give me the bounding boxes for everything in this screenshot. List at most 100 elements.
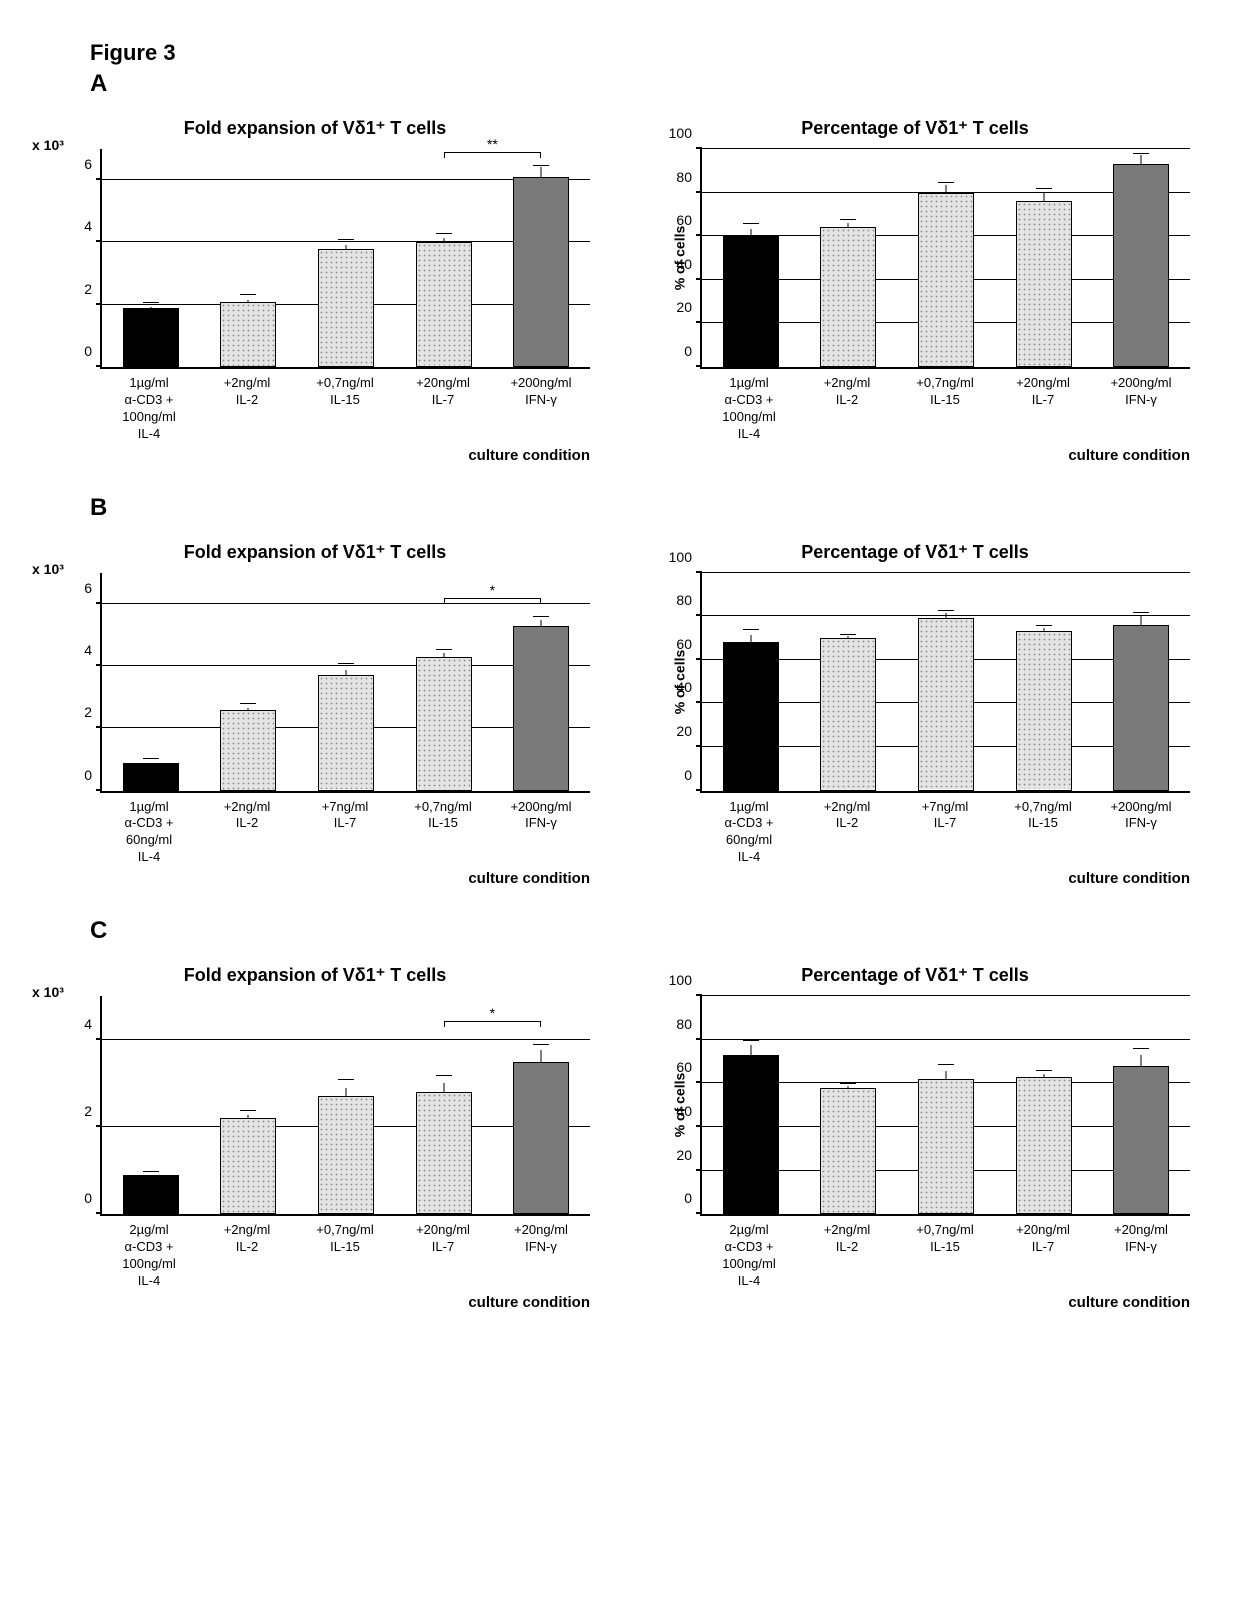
x-label: +0,7ng/mlIL-15 [398,799,488,867]
bar [1113,625,1169,791]
error-cap [143,758,159,759]
panel-letter: C [90,917,1210,945]
error-bar [848,636,849,639]
ytick-label: 6 [84,156,92,172]
ytick-label: 80 [676,169,692,185]
error-cap [240,294,256,295]
bar-column [820,149,876,367]
y-multiplier: x 10³ [32,984,64,1000]
significance-label: * [490,1005,495,1021]
ytick-label: 0 [684,1190,692,1206]
error-cap [938,1064,954,1065]
chart: Percentage of Vδ1⁺ T cells 020406080100% … [630,542,1200,888]
x-labels: 1µg/mlα-CD3 +60ng/mlIL-4+2ng/mlIL-2+7ng/… [100,799,590,867]
error-cap [840,634,856,635]
panels-container: AFold expansion of Vδ1⁺ T cells0246x 10³… [30,70,1210,1311]
error-bar [345,245,346,250]
ytick-label: 6 [84,580,92,596]
error-bar [150,763,151,764]
error-bar [248,708,249,710]
bar [220,1118,276,1214]
bar [220,710,276,791]
bar [723,1055,779,1214]
ytick-label: 0 [84,1190,92,1206]
error-bar [848,223,849,229]
x-label: +20ng/mlIL-7 [998,375,1088,443]
bar-column [318,996,374,1214]
x-label: +7ng/mlIL-7 [300,799,390,867]
error-cap [240,703,256,704]
ytick-label: 0 [84,343,92,359]
bar-column [318,573,374,791]
x-label: +200ng/mlIFN-γ [1096,799,1186,867]
x-label: +0,7ng/mlIL-15 [900,375,990,443]
bar [513,626,569,791]
bar-column [723,996,779,1214]
error-cap [938,182,954,183]
bar [1016,1077,1072,1214]
error-bar [1043,193,1044,203]
bar [416,657,472,791]
ytick-label: 0 [84,767,92,783]
bar-column [918,996,974,1214]
bar [123,763,179,791]
error-bar [443,238,444,243]
x-labels: 2µg/mlα-CD3 +100ng/mlIL-4+2ng/mlIL-2+0,7… [700,1222,1190,1290]
error-cap [240,1110,256,1111]
bars-row [702,149,1190,367]
x-label: 1µg/mlα-CD3 +60ng/mlIL-4 [704,799,794,867]
error-bar [750,635,751,644]
plot-area: 020406080100% of cells [700,573,1190,793]
error-bar [945,185,946,194]
bars-row [702,573,1190,791]
chart-title: Percentage of Vδ1⁺ T cells [630,542,1200,563]
error-cap [533,616,549,617]
bar [1113,164,1169,367]
error-cap [338,1079,354,1080]
x-label: +20ng/mlIL-7 [398,1222,488,1290]
error-bar [1141,616,1142,626]
error-cap [1133,1048,1149,1049]
error-bar [541,620,542,627]
ytick-label: 80 [676,1016,692,1032]
error-bar [443,1083,444,1093]
error-cap [533,1044,549,1045]
bar [123,1175,179,1214]
panel-row: Fold expansion of Vδ1⁺ T cells024x 10³*2… [30,965,1210,1311]
bar-column [123,996,179,1214]
error-cap [938,610,954,611]
chart-title: Percentage of Vδ1⁺ T cells [630,118,1200,139]
panel-row: Fold expansion of Vδ1⁺ T cells0246x 10³*… [30,118,1210,464]
error-bar [150,1175,151,1176]
bar [318,1096,374,1214]
bar-column [820,996,876,1214]
ytick-label: 0 [684,343,692,359]
bar [220,302,276,367]
bar [513,177,569,367]
significance-bracket [444,598,542,604]
error-cap [743,223,759,224]
error-cap [436,649,452,650]
bar-column [820,573,876,791]
x-label: +2ng/mlIL-2 [802,799,892,867]
error-cap [1133,612,1149,613]
x-label: +0,7ng/mlIL-15 [900,1222,990,1290]
bar-column [416,149,472,367]
x-label: 1µg/mlα-CD3 +60ng/mlIL-4 [104,799,194,867]
error-bar [750,229,751,237]
x-axis-title: culture condition [30,870,590,887]
error-bar [541,167,542,178]
bar-column [1113,573,1169,791]
bar [1016,201,1072,367]
error-cap [338,663,354,664]
error-bar [248,1115,249,1119]
bar [1113,1066,1169,1214]
error-cap [1036,188,1052,189]
significance-label: * [490,582,495,598]
x-label: +0,7ng/mlIL-15 [300,1222,390,1290]
error-cap [840,1083,856,1084]
x-label: 2µg/mlα-CD3 +100ng/mlIL-4 [104,1222,194,1290]
ytick-label: 20 [676,299,692,315]
significance-bracket [444,1021,542,1027]
bar [820,638,876,791]
